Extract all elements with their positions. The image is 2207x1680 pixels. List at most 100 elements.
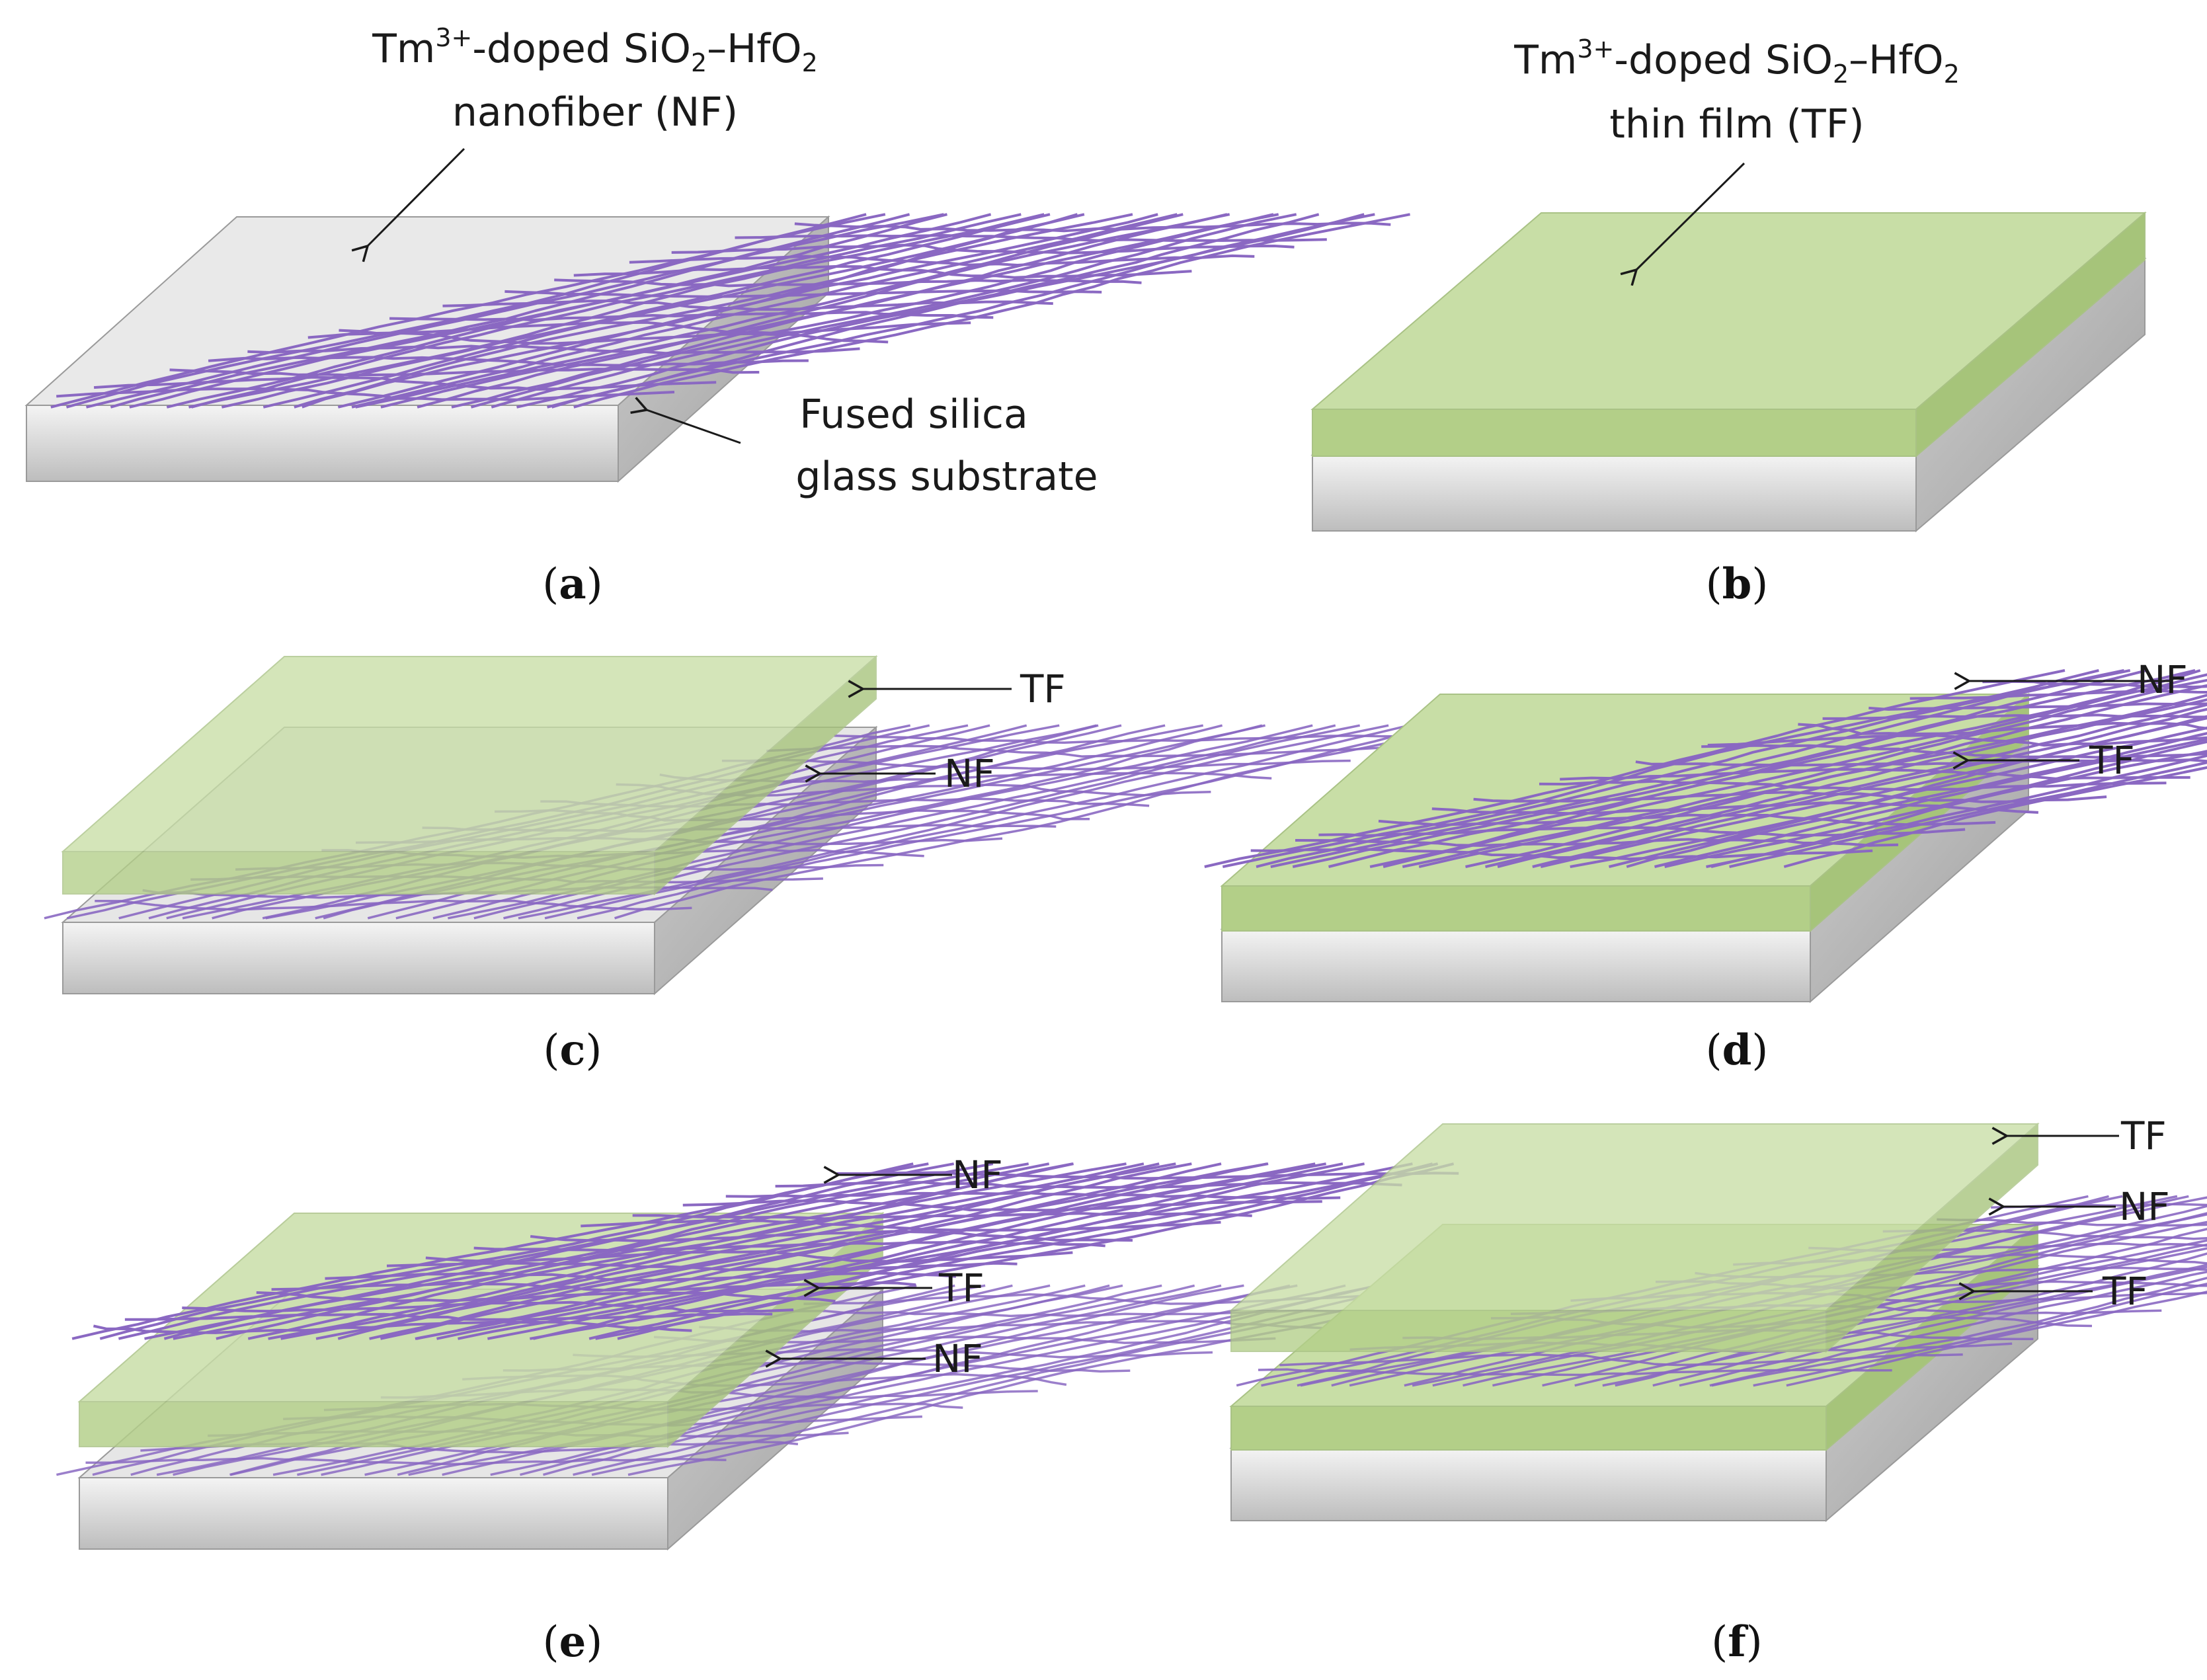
nanofiber-strand <box>588 1162 1439 1340</box>
nanofiber-strand <box>1485 698 2207 868</box>
panel-b-caption: (b) <box>1706 559 1769 609</box>
nanofiber-strand <box>1570 717 2207 868</box>
panel-e-label-2: TF <box>938 1265 984 1310</box>
nanofiber-strand <box>1292 669 2147 868</box>
nanofiber-strand <box>1991 1203 2207 1209</box>
panel-a-nanofiber-mesh <box>50 213 1410 409</box>
nanofiber-strand <box>518 724 1389 920</box>
nanofiber-strand <box>1204 669 2066 868</box>
nanofiber-strand <box>1560 768 2190 781</box>
nanofiber-strand <box>355 213 1184 409</box>
panel-f-label-2: NF <box>2119 1184 2170 1229</box>
nanofiber-strand <box>1222 669 2099 868</box>
panel-f-label-1: TF <box>2120 1113 2167 1158</box>
panel-c-caption: (c) <box>543 1025 602 1075</box>
panel-a-caption: (a) <box>542 559 602 609</box>
nanofiber-strand <box>1402 678 2207 868</box>
panel-f-caption: (f) <box>1711 1617 1762 1667</box>
panel-a-title: Tm3+-doped SiO2–HfO2 nanofiber (NF) <box>372 23 818 136</box>
nanofiber-strand <box>166 213 992 409</box>
nanofiber-strand <box>487 1162 1344 1340</box>
panel-a-substrate-arrow <box>647 410 741 444</box>
nanofiber-strand <box>1465 694 2207 868</box>
panel-b: Tm3+-doped SiO2–HfO2 thin film (TF) (b) <box>1310 34 2147 609</box>
nanofiber-strand <box>280 1162 1144 1340</box>
panel-d: NF TF (d) <box>1204 657 2207 1075</box>
nanofiber-strand <box>1709 1270 2207 1387</box>
panel-c-label-2: NF <box>944 751 995 796</box>
nanofiber-strand <box>1654 738 2207 868</box>
nanofiber-strand <box>268 1162 1127 1340</box>
nanofiber-strand <box>1626 732 2207 868</box>
panel-b-film-arrow <box>1636 162 1746 270</box>
nanofiber-strand <box>1937 1218 2207 1227</box>
nanofiber-strand <box>1539 780 2167 791</box>
panel-e-caption: (e) <box>543 1617 603 1667</box>
nanofiber-strand <box>86 213 910 409</box>
nanofiber-strand <box>617 1162 1455 1340</box>
nanofiber-strand <box>544 724 1410 920</box>
nanofiber-strand <box>1383 673 2207 868</box>
panel-c-label-1: TF <box>1020 666 1066 711</box>
nanofiber-strand <box>110 213 944 409</box>
nanofiber-strand <box>1711 1277 2207 1387</box>
panel-a-nanofiber-arrow <box>368 147 465 246</box>
nanofiber-strand <box>1706 750 2207 868</box>
panel-c-thin-film <box>61 655 878 896</box>
panel-b-title-line1: Tm3+-doped SiO2–HfO2 <box>1513 34 1960 89</box>
nanofiber-strand <box>415 1162 1269 1340</box>
nanofiber-strand <box>766 744 1408 758</box>
nanofiber-strand <box>221 213 1051 409</box>
nanofiber-strand <box>530 1162 1413 1340</box>
nanofiber-strand <box>1540 715 2207 868</box>
nanofiber-strand <box>188 213 1045 409</box>
nanofiber-strand <box>337 213 1158 409</box>
panel-a-substrate <box>24 215 830 483</box>
nanofiber-strand <box>1256 669 2124 868</box>
panel-e: NF TF NF (e) <box>56 1152 1484 1667</box>
nanofiber-strand <box>380 213 1230 409</box>
nanofiber-strand <box>1270 669 2131 868</box>
nanofiber-strand <box>1982 680 2207 689</box>
nanofiber-strand <box>491 213 1297 409</box>
panel-d-label-1: NF <box>2137 657 2188 702</box>
panel-d-label-2: TF <box>2089 738 2135 783</box>
nanofiber-strand <box>369 1162 1192 1340</box>
nanofiber-strand <box>1328 669 2196 868</box>
nanofiber-strand <box>451 213 1274 409</box>
panel-d-nanofiber-mesh <box>1204 669 2207 868</box>
nanofiber-strand <box>99 1162 929 1340</box>
panel-c: TF NF (c) <box>44 655 1480 1075</box>
panel-e-label-3: NF <box>932 1336 983 1381</box>
nanofiber-strand <box>1753 1283 2207 1387</box>
panel-f: TF NF TF (f) <box>1229 1113 2207 1667</box>
nanofiber-strand <box>721 758 1351 771</box>
nanofiber-strand <box>1542 1239 2207 1387</box>
nanofiber-strand <box>1786 1291 2207 1387</box>
nanofiber-strand <box>516 213 1320 409</box>
nanofiber-strand <box>1463 1220 2207 1387</box>
nanofiber-strand <box>190 213 1022 409</box>
panel-d-caption: (d) <box>1706 1025 1769 1075</box>
panel-a-substrate-line1: Fused silica <box>799 391 1028 438</box>
nanofiber-strand <box>1729 761 2207 868</box>
panel-b-title: Tm3+-doped SiO2–HfO2 thin film (TF) <box>1513 34 1960 147</box>
panel-b-thin-film <box>1310 211 2147 458</box>
nanofiber-strand <box>1664 740 2207 868</box>
nanofiber-strand <box>458 1162 1326 1340</box>
panel-a-substrate-line2: glass substrate <box>795 454 1098 500</box>
nanofiber-strand <box>337 1162 1176 1340</box>
nanofiber-strand <box>1497 703 2207 868</box>
nanofiber-strand <box>1431 801 2038 815</box>
nanofiber-strand <box>1822 713 2207 720</box>
nanofiber-strand <box>294 213 1085 409</box>
panel-a: Tm3+-doped SiO2–HfO2 nanofiber (NF) Fuse… <box>24 23 1410 609</box>
panel-f-label-3: TF <box>2102 1269 2148 1314</box>
nanofiber-strand <box>1279 1353 1963 1367</box>
nanofiber-strand <box>416 1162 1267 1340</box>
nanofiber-strand <box>118 1162 955 1340</box>
nanofiber-strand <box>65 213 886 409</box>
nanofiber-strand <box>1909 689 2207 700</box>
nanofiber-strand <box>163 1162 1029 1340</box>
